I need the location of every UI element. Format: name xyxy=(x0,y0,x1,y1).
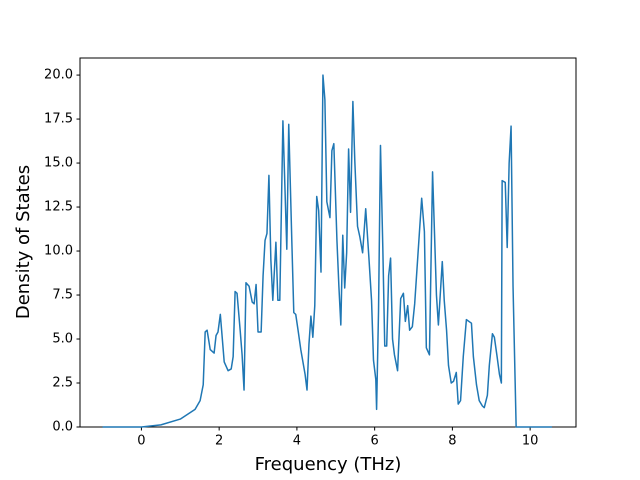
x-tick-label: 0 xyxy=(137,434,145,449)
y-axis-label: Density of States xyxy=(13,165,34,319)
y-tick-label: 5.0 xyxy=(52,332,73,347)
y-tick-label: 15.0 xyxy=(44,156,73,171)
x-tick-label: 8 xyxy=(448,434,456,449)
y-tick-label: 7.5 xyxy=(52,288,73,303)
x-tick-label: 4 xyxy=(293,434,301,449)
y-tick-label: 2.5 xyxy=(52,376,73,391)
y-tick-label: 12.5 xyxy=(44,200,73,215)
plot-frame xyxy=(79,57,577,428)
x-tick-label: 2 xyxy=(215,434,223,449)
dos-line xyxy=(102,74,552,428)
y-tick-label: 0.0 xyxy=(52,420,73,435)
x-axis-label: Frequency (THz) xyxy=(255,454,402,475)
x-tick-label: 10 xyxy=(522,434,539,449)
y-tick-label: 10.0 xyxy=(44,244,73,259)
y-tick-label: 17.5 xyxy=(44,112,73,127)
x-tick-label: 6 xyxy=(371,434,379,449)
y-tick-label: 20.0 xyxy=(44,68,73,83)
